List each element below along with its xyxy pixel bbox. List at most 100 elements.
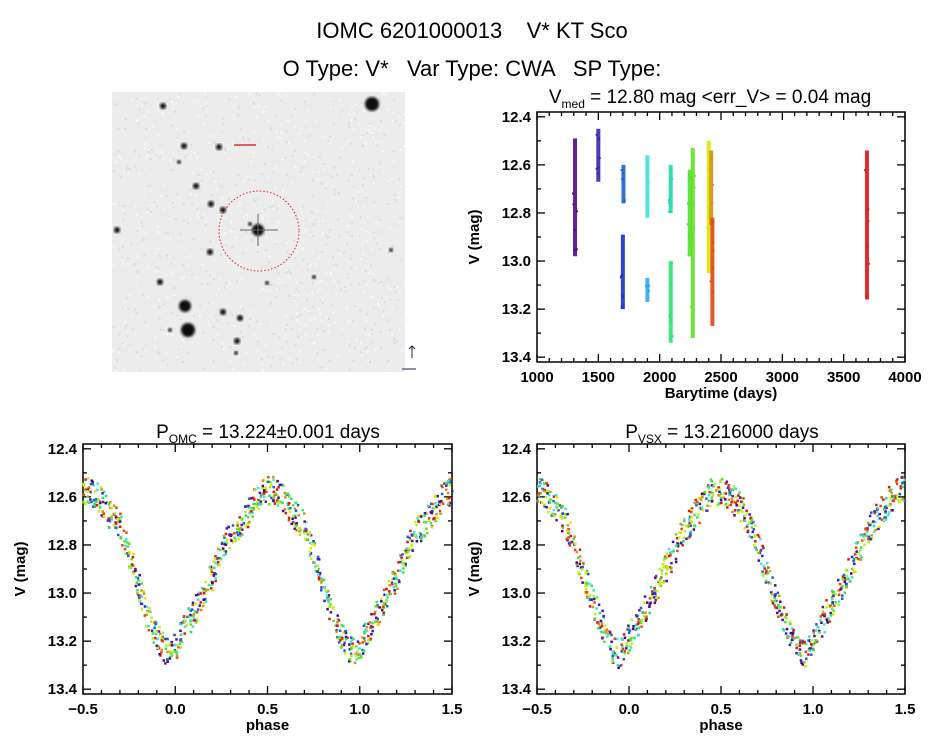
data-point bbox=[117, 520, 120, 524]
data-point bbox=[221, 547, 225, 550]
data-point bbox=[662, 558, 666, 562]
data-point bbox=[431, 510, 434, 513]
data-point bbox=[189, 630, 193, 634]
data-point bbox=[161, 637, 165, 640]
data-point bbox=[336, 635, 339, 639]
data-point bbox=[404, 549, 408, 552]
data-point bbox=[166, 660, 169, 663]
data-point bbox=[438, 502, 442, 506]
data-point bbox=[308, 533, 312, 536]
data-point bbox=[294, 509, 298, 513]
data-point bbox=[603, 624, 606, 628]
data-point bbox=[752, 528, 756, 531]
data-point bbox=[719, 496, 723, 500]
data-point bbox=[782, 629, 786, 632]
data-point bbox=[669, 554, 672, 557]
data-point bbox=[789, 631, 793, 635]
data-point bbox=[621, 274, 624, 277]
data-point bbox=[828, 620, 832, 623]
data-point bbox=[824, 617, 828, 620]
data-point bbox=[223, 536, 226, 539]
data-point bbox=[433, 516, 436, 520]
y-tick-label: 12.4 bbox=[502, 109, 532, 126]
data-point bbox=[832, 594, 835, 597]
data-point bbox=[800, 641, 803, 644]
data-point bbox=[696, 516, 699, 519]
data-point bbox=[731, 510, 734, 514]
data-point bbox=[633, 636, 636, 640]
data-point bbox=[831, 601, 834, 604]
data-point bbox=[170, 640, 173, 644]
data-point bbox=[839, 587, 843, 591]
data-point bbox=[863, 533, 866, 536]
data-point bbox=[687, 235, 690, 238]
data-point bbox=[865, 530, 869, 534]
data-point bbox=[592, 597, 596, 601]
data-point bbox=[540, 501, 544, 505]
data-point bbox=[791, 635, 794, 638]
data-point bbox=[424, 512, 428, 515]
data-point bbox=[538, 477, 542, 481]
data-point bbox=[620, 169, 623, 172]
data-point bbox=[318, 571, 322, 575]
data-point bbox=[206, 588, 210, 591]
data-point bbox=[257, 498, 260, 502]
data-point bbox=[890, 488, 893, 491]
data-point bbox=[768, 569, 772, 573]
data-point bbox=[374, 605, 377, 608]
data-point bbox=[707, 493, 711, 497]
data-point bbox=[638, 609, 641, 612]
data-point bbox=[417, 520, 421, 523]
data-point bbox=[695, 503, 698, 507]
data-point bbox=[592, 589, 595, 592]
data-point bbox=[356, 650, 359, 653]
data-point bbox=[566, 529, 569, 533]
data-point bbox=[110, 518, 114, 521]
data-point bbox=[689, 524, 692, 527]
data-point bbox=[184, 619, 187, 623]
data-point bbox=[701, 495, 704, 498]
data-point bbox=[610, 640, 613, 644]
data-point bbox=[224, 552, 228, 556]
data-point bbox=[762, 574, 765, 578]
data-point bbox=[156, 637, 160, 641]
data-point bbox=[438, 500, 442, 504]
data-point bbox=[423, 534, 427, 538]
data-point bbox=[287, 502, 291, 505]
data-point bbox=[210, 573, 213, 576]
data-point bbox=[738, 504, 741, 507]
data-point bbox=[344, 637, 348, 641]
data-point bbox=[272, 475, 275, 479]
data-point bbox=[727, 493, 731, 497]
data-point bbox=[385, 605, 389, 608]
data-point bbox=[651, 592, 655, 596]
data-point bbox=[183, 625, 187, 628]
data-point bbox=[448, 481, 451, 485]
data-point bbox=[204, 589, 207, 592]
data-point bbox=[208, 566, 211, 569]
data-point bbox=[849, 572, 853, 575]
data-point bbox=[191, 625, 195, 628]
data-point bbox=[147, 628, 151, 632]
data-point bbox=[404, 552, 407, 555]
data-point bbox=[710, 157, 713, 160]
data-point bbox=[391, 583, 394, 586]
data-point bbox=[683, 518, 686, 521]
data-point bbox=[260, 493, 264, 496]
data-point bbox=[880, 496, 883, 499]
data-point bbox=[168, 655, 172, 659]
data-point bbox=[849, 580, 852, 583]
sky-image bbox=[112, 92, 416, 374]
data-point bbox=[719, 479, 722, 482]
data-point bbox=[108, 526, 111, 529]
data-point bbox=[830, 597, 834, 601]
data-point bbox=[434, 501, 437, 505]
data-point bbox=[284, 511, 288, 515]
data-point bbox=[570, 540, 574, 544]
data-point bbox=[737, 494, 740, 497]
data-point bbox=[731, 488, 735, 491]
data-point bbox=[158, 632, 162, 636]
data-point bbox=[317, 567, 321, 571]
data-point bbox=[662, 565, 666, 569]
data-point bbox=[586, 572, 590, 576]
